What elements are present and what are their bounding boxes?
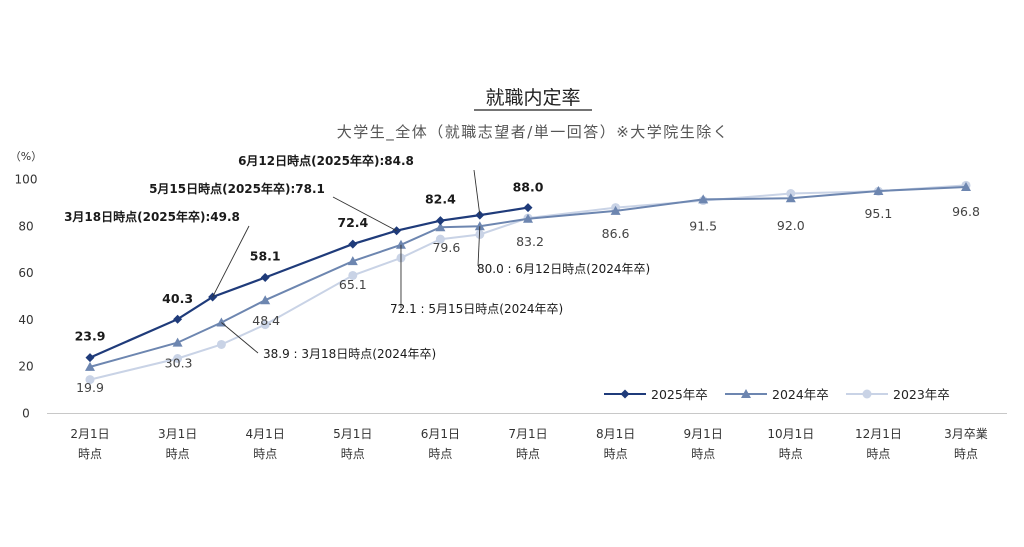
- x-tick-label: 時点: [604, 447, 628, 461]
- legend: 2025年卒 2024年卒 2023年卒: [604, 387, 950, 402]
- x-tick-label: 12月1日: [855, 427, 902, 441]
- data-point-diamond: [436, 216, 445, 225]
- data-label: 58.1: [250, 249, 281, 264]
- data-label: 48.4: [252, 313, 280, 328]
- data-label: 83.2: [516, 234, 544, 249]
- y-tick-label: 80: [18, 219, 33, 233]
- data-label: 92.0: [777, 218, 805, 233]
- data-point-circle: [217, 340, 226, 349]
- x-tick-label: 時点: [866, 447, 890, 461]
- series-line: [90, 208, 528, 358]
- y-tick-label: 40: [18, 313, 33, 327]
- data-label: 65.1: [339, 277, 367, 292]
- x-tick-label: 3月卒業: [944, 427, 988, 441]
- data-label: 19.9: [76, 380, 104, 395]
- data-point-diamond: [86, 353, 95, 362]
- annotation-label: 72.1 : 5月15日時点(2024年卒): [390, 302, 563, 316]
- x-tick-label: 時点: [954, 447, 978, 461]
- x-tick-label: 6月1日: [421, 427, 460, 441]
- annotation-label: 80.0 : 6月12日時点(2024年卒): [477, 262, 650, 276]
- x-tick-label: 時点: [78, 447, 102, 461]
- legend-item-2: 2024年卒: [725, 387, 829, 402]
- data-label: 79.6: [432, 240, 460, 255]
- x-tick-label: 時点: [516, 447, 540, 461]
- y-axis-unit-label: （%）: [10, 150, 42, 163]
- x-tick-label: 5月1日: [333, 427, 372, 441]
- y-tick-label: 100: [15, 173, 38, 187]
- x-tick-label: 時点: [166, 447, 190, 461]
- legend-label: 2023年卒: [893, 387, 950, 402]
- legend-label: 2025年卒: [651, 387, 708, 402]
- legend-item-1: 2025年卒: [604, 387, 708, 402]
- x-tick-label: 時点: [691, 447, 715, 461]
- x-tick-label: 時点: [253, 447, 277, 461]
- data-label: 30.3: [165, 356, 193, 371]
- data-label: 96.8: [952, 204, 980, 219]
- chart-title: 就職内定率: [485, 87, 580, 109]
- x-tick-label: 時点: [428, 447, 452, 461]
- data-label: 40.3: [162, 291, 193, 306]
- legend-marker-diamond: [621, 390, 630, 399]
- data-point-triangle: [173, 338, 183, 347]
- data-point-triangle: [260, 295, 270, 304]
- x-tick-label: 時点: [341, 447, 365, 461]
- annotation-leader-line: [474, 170, 480, 215]
- data-label: 82.4: [425, 192, 456, 207]
- legend-label: 2024年卒: [772, 387, 829, 402]
- x-tick-label: 2月1日: [70, 427, 109, 441]
- annotation-label: 38.9 : 3月18日時点(2024年卒): [263, 347, 436, 361]
- data-label: 23.9: [75, 329, 106, 344]
- y-tick-label: 0: [22, 407, 30, 421]
- x-tick-label: 時点: [779, 447, 803, 461]
- x-tick-label: 9月1日: [684, 427, 723, 441]
- legend-item-3: 2023年卒: [846, 387, 950, 402]
- annotation-label: 6月12日時点(2025年卒):84.8: [238, 153, 414, 168]
- annotation-label: 3月18日時点(2025年卒):49.8: [64, 209, 240, 224]
- data-label: 86.6: [602, 226, 630, 241]
- data-label: 72.4: [337, 215, 368, 230]
- data-point-diamond: [524, 203, 533, 212]
- data-label: 95.1: [864, 206, 892, 221]
- y-tick-label: 60: [18, 266, 33, 280]
- y-tick-label: 20: [18, 360, 33, 374]
- x-tick-label: 4月1日: [246, 427, 285, 441]
- x-tick-label: 8月1日: [596, 427, 635, 441]
- x-tick-label: 10月1日: [767, 427, 814, 441]
- data-point-diamond: [261, 273, 270, 282]
- data-label: 91.5: [689, 218, 717, 233]
- x-tick-label: 7月1日: [508, 427, 547, 441]
- data-point-diamond: [348, 240, 357, 249]
- annotation-label: 5月15日時点(2025年卒):78.1: [149, 181, 325, 196]
- chart-subtitle: 大学生_全体（就職志望者/単一回答）※大学院生除く: [337, 123, 730, 142]
- x-tick-label: 3月1日: [158, 427, 197, 441]
- data-label: 88.0: [513, 180, 544, 195]
- legend-marker-circle: [863, 390, 872, 399]
